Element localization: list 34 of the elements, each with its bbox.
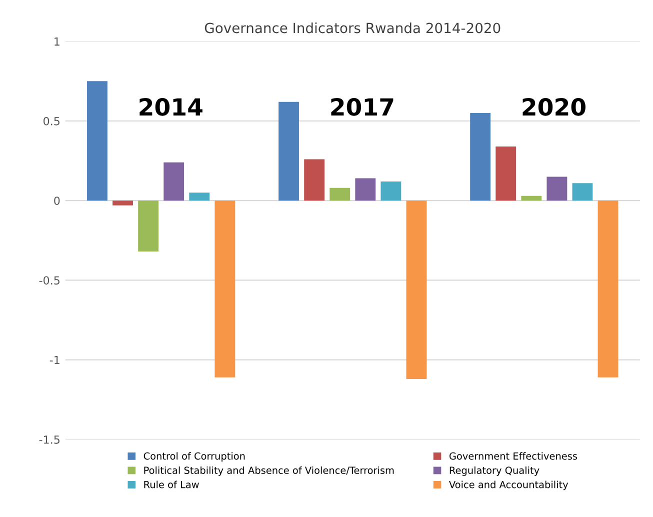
bar xyxy=(496,146,516,201)
legend-label: Voice and Accountability xyxy=(449,480,568,490)
legend-label: Rule of Law xyxy=(144,480,199,488)
y-tick-label: 0.5 xyxy=(44,116,60,126)
y-tick-label: -1.5 xyxy=(39,436,60,444)
bar xyxy=(546,176,568,201)
bar xyxy=(304,159,325,201)
bar xyxy=(572,183,593,201)
bar xyxy=(598,200,618,378)
annotation: 2014 xyxy=(140,98,202,116)
bar xyxy=(406,200,427,379)
y-tick-label: 1 xyxy=(54,37,60,46)
bar xyxy=(189,192,210,201)
legend-label: Regulatory Quality xyxy=(450,466,540,476)
bar xyxy=(278,102,299,201)
bar xyxy=(355,178,376,201)
y-tick-label: -1 xyxy=(50,356,60,364)
chart-title: Governance Indicators Rwanda 2014-2020 xyxy=(204,22,500,34)
bar xyxy=(112,200,133,206)
bar xyxy=(521,196,542,201)
bar xyxy=(164,162,184,201)
annotation: 2020 xyxy=(522,98,586,116)
legend-label: Government Effectiveness xyxy=(449,452,578,460)
annotation: 2017 xyxy=(331,98,394,116)
bar xyxy=(470,113,491,201)
bar xyxy=(380,181,402,201)
legend-label: Control of Corruption xyxy=(144,452,245,462)
bar xyxy=(138,200,159,252)
y-tick-label: 0 xyxy=(54,196,60,205)
y-tick-label: -0.5 xyxy=(39,276,60,285)
bar xyxy=(214,200,236,378)
bar xyxy=(87,81,108,201)
bar xyxy=(330,188,350,201)
legend-label: Political Stability and Absence of Violence/Terrorism xyxy=(144,466,394,476)
